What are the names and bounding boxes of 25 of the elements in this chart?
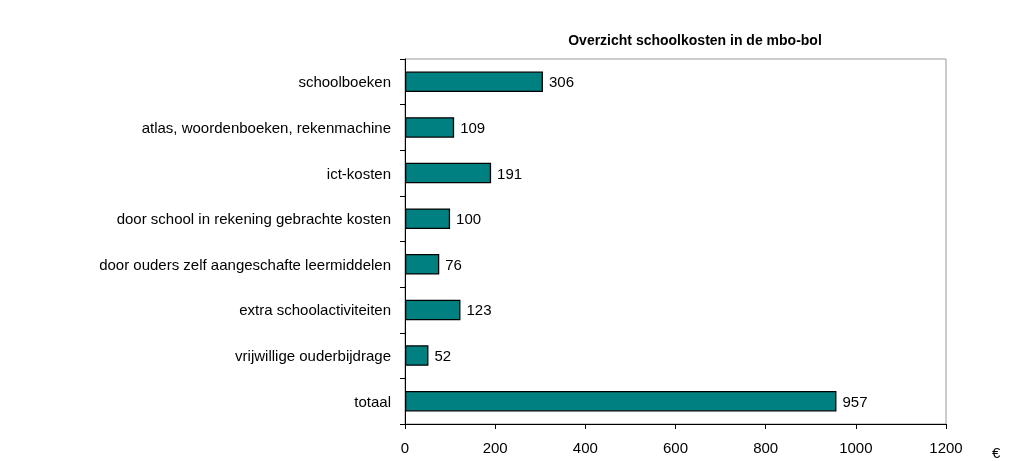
x-tick-label: 600	[662, 439, 689, 456]
data-label: 52	[434, 347, 452, 365]
data-label: 76	[445, 255, 462, 273]
x-tick-label: 0	[400, 439, 410, 456]
data-label: 123	[466, 301, 492, 319]
chart-title: Overzicht schoolkosten in de mbo-bol	[568, 32, 822, 48]
x-tick-label: 1200	[929, 439, 963, 456]
y-tick-label: atlas, woordenboeken, rekenmachine	[141, 118, 391, 136]
y-tick-label: extra schoolactiviteiten	[239, 301, 391, 319]
y-tick-label: door school in rekening gebrachte kosten	[116, 210, 391, 228]
y-tick-label: vrijwillige ouderbijdrage	[235, 347, 391, 365]
data-label: 100	[456, 210, 482, 228]
data-label: 957	[842, 392, 868, 410]
data-label: 306	[548, 73, 574, 91]
y-tick-label: ict-kosten	[326, 164, 391, 182]
x-tick-label: 1000	[839, 439, 873, 456]
x-axis-title: €	[992, 444, 1001, 461]
y-tick-label: schoolboeken	[298, 73, 391, 91]
data-label: 109	[460, 118, 486, 136]
data-label: 191	[497, 164, 523, 182]
y-tick-label: door ouders zelf aangeschafte leermiddelen	[99, 255, 391, 273]
x-tick-label: 400	[572, 439, 598, 456]
x-tick-label: 200	[482, 439, 508, 456]
x-tick-label: 800	[753, 439, 779, 456]
y-tick-label: totaal	[354, 392, 391, 410]
